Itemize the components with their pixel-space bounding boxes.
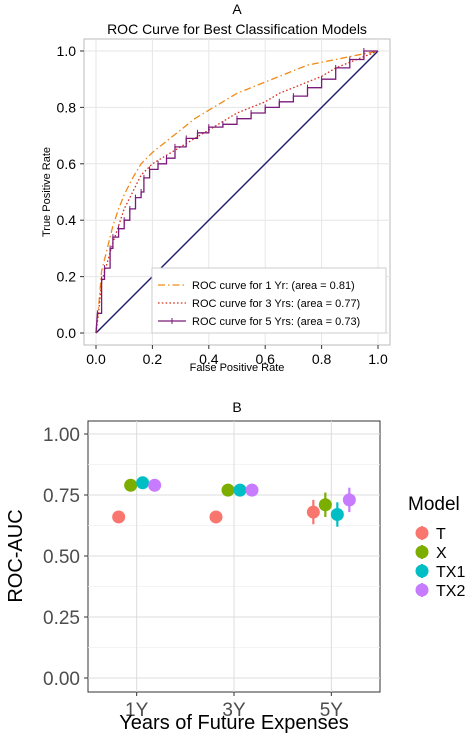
panel-a: A ROC Curve for Best Classification Mode…	[41, 1, 391, 374]
panel-b-point-T	[209, 510, 223, 524]
panel-b-legend-title: Model	[408, 494, 460, 515]
panel-a-x-tick-label: 0.0	[86, 351, 106, 367]
panel-b-label: B	[232, 399, 241, 415]
panel-b-legend-swatch-TX2	[415, 583, 429, 597]
panel-a-legend-label-2: ROC curve for 3 Yrs: (area = 0.77)	[192, 298, 360, 310]
panel-a-title: ROC Curve for Best Classification Models	[107, 21, 367, 37]
panel-a-y-tick-label: 0.2	[57, 269, 77, 285]
panel-a-legend-label-1: ROC curve for 1 Yr: (area = 0.81)	[192, 280, 355, 292]
panel-a-x-tick-label: 1.0	[368, 351, 388, 367]
panel-b-y-ticks: 0.00 0.25 0.50 0.75 1.00	[43, 425, 88, 690]
panel-b: B 0.00 0.25 0.50 0.75 1.00 1Y 3Y 5Y Years of F…	[5, 399, 465, 734]
panel-b-x-ticks: 1Y 3Y 5Y	[125, 692, 343, 721]
panel-a-label: A	[232, 1, 242, 17]
panel-b-legend-swatch-T	[415, 526, 429, 540]
panel-b-x-tick-label: 1Y	[125, 700, 149, 721]
panel-b-point-TX1	[136, 476, 150, 490]
panel-b-legend-swatch-TX1	[415, 564, 429, 578]
panel-b-y-tick-label: 0.00	[43, 669, 80, 690]
panel-b-point-X	[221, 483, 235, 497]
panel-b-y-axis-label: ROC-AUC	[5, 509, 27, 602]
panel-a-diagonal-line	[95, 50, 379, 334]
panel-a-x-tick-label: 0.2	[143, 351, 163, 367]
panel-a-y-axis-label: True Positive Rate	[41, 147, 53, 237]
panel-b-point-X	[318, 498, 332, 512]
panel-b-point-TX1	[330, 508, 344, 522]
panel-a-series	[95, 48, 379, 334]
panel-b-legend-label-TX2: TX2	[436, 583, 465, 600]
panel-b-points	[112, 476, 356, 527]
panel-b-point-TX2	[148, 478, 162, 492]
panel-a-x-tick-label: 0.8	[312, 351, 332, 367]
panel-b-y-tick-label: 1.00	[43, 425, 80, 446]
panel-b-point-T	[306, 505, 320, 519]
panel-b-legend-label-T: T	[436, 526, 446, 543]
panel-a-x-tick-label: 0.6	[255, 351, 275, 367]
panel-a-roc-line-1	[95, 50, 379, 334]
panel-a-y-ticks: 0.0 0.2 0.4 0.6 0.8 1.0	[57, 43, 84, 341]
panel-b-point-TX2	[342, 493, 356, 507]
panel-b-x-axis-label: Years of Future Expenses	[119, 712, 348, 734]
panel-b-point-X	[124, 478, 138, 492]
panel-a-roc-line-2	[95, 50, 379, 334]
panel-a-x-axis-label: False Positive Rate	[190, 362, 285, 374]
panel-b-y-tick-label: 0.50	[43, 547, 80, 568]
panel-a-legend: ROC curve for 1 Yr: (area = 0.81) ROC cur…	[151, 267, 387, 334]
panel-a-legend-box	[151, 267, 387, 334]
panel-a-y-tick-label: 0.6	[57, 156, 77, 172]
panel-b-y-tick-label: 0.75	[43, 486, 80, 507]
panel-b-legend: Model TX TX1 TX2	[408, 494, 465, 600]
panel-b-point-TX1	[233, 483, 247, 497]
panel-a-x-tick-label: 0.4	[199, 351, 219, 367]
panel-a-y-tick-label: 0.0	[57, 325, 77, 341]
panel-b-point-T	[112, 510, 126, 524]
panel-b-point-TX2	[245, 483, 259, 497]
panel-a-y-tick-label: 0.8	[57, 99, 77, 115]
panel-a-legend-label-3: ROC curve for 5 Yrs: (area = 0.73)	[192, 316, 360, 328]
panel-b-legend-swatch-X	[415, 545, 429, 559]
panel-b-legend-label-TX1: TX1	[436, 564, 465, 581]
panel-b-x-tick-label: 5Y	[320, 700, 344, 721]
panel-a-x-ticks: 0.0 0.2 0.4 0.6 0.8 1.0	[86, 345, 388, 367]
panel-a-y-tick-label: 1.0	[57, 43, 77, 59]
panel-b-y-tick-label: 0.25	[43, 608, 80, 629]
panel-a-y-tick-label: 0.4	[57, 212, 77, 228]
panel-b-x-tick-label: 3Y	[222, 700, 246, 721]
panel-b-legend-label-X: X	[436, 545, 447, 562]
panel-b-grid	[88, 421, 380, 692]
